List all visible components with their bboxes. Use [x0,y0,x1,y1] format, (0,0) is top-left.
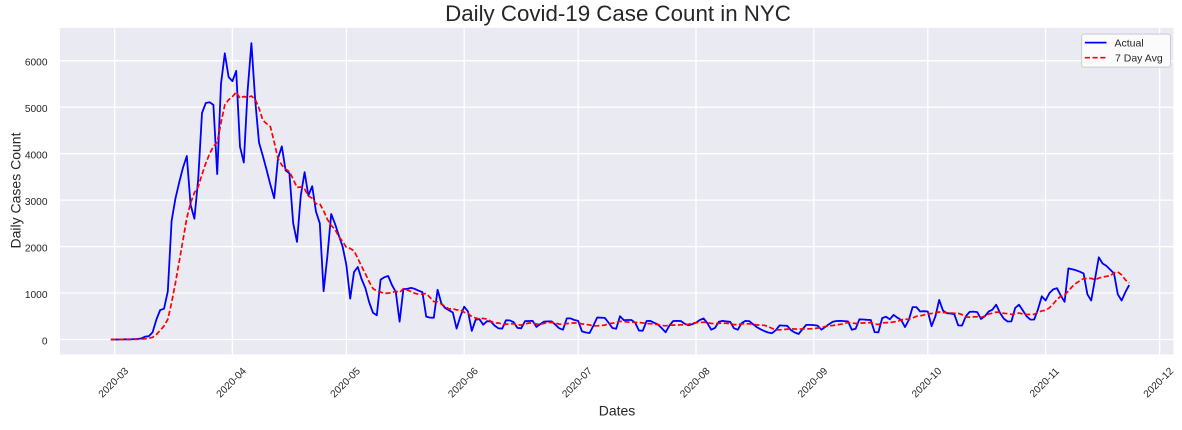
svg-text:Actual: Actual [1115,37,1144,49]
svg-text:3000: 3000 [25,197,48,208]
svg-text:4000: 4000 [25,151,48,162]
svg-text:Dates: Dates [599,403,636,419]
svg-text:1000: 1000 [25,290,48,301]
svg-text:0: 0 [42,337,48,348]
svg-text:Daily Covid-19 Case Count in N: Daily Covid-19 Case Count in NYC [445,1,791,26]
svg-text:2000: 2000 [25,244,48,255]
svg-text:6000: 6000 [25,58,48,69]
svg-text:Daily Cases Count: Daily Cases Count [8,132,24,248]
svg-text:5000: 5000 [25,104,48,115]
svg-text:7 Day Avg: 7 Day Avg [1115,52,1163,64]
